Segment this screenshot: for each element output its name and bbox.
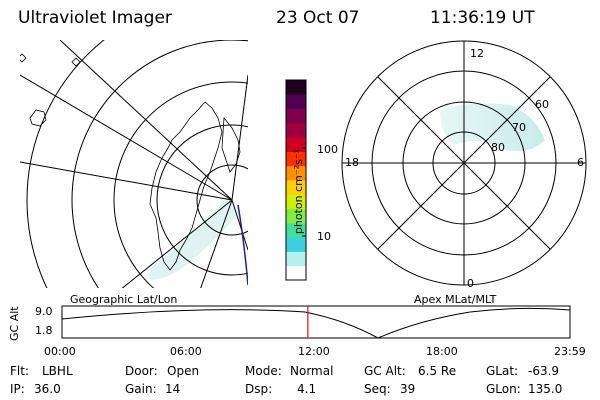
dsp-value: 4.1 [297, 382, 317, 396]
colorbar-band [286, 251, 306, 267]
timeline-tick-4: 23:59 [554, 345, 586, 358]
instrument-title: Ultraviolet Imager [18, 8, 172, 28]
seq-label: Seq: [364, 382, 391, 396]
glat-label: GLat: [486, 364, 519, 378]
colorbar-tick-100: 100 [317, 143, 338, 156]
timeline-tick-0: 00:00 [44, 345, 76, 358]
time-label: 11:36:19 UT [430, 8, 535, 28]
colorbar-tick-10: 10 [317, 230, 331, 243]
colorbar [285, 79, 307, 281]
geographic-map [20, 40, 248, 288]
colorbar-frame [285, 79, 307, 281]
timeline-tick-2: 12:00 [298, 345, 330, 358]
colorbar-band [286, 208, 306, 224]
mode-value: Normal [290, 364, 334, 378]
aurora-glow-apex [440, 103, 545, 152]
mlt-label-6: 6 [577, 156, 584, 169]
colorbar-band [286, 265, 306, 281]
apex-polar-plot [341, 40, 587, 286]
gcalt-label: GC Alt: [364, 364, 406, 378]
colorbar-band [286, 222, 306, 238]
gcalt-value: 6.5 Re [418, 364, 457, 378]
gain-label: Gain: [125, 382, 157, 396]
glon-value: 135.0 [528, 382, 563, 396]
timeline-tick-3: 18:00 [426, 345, 458, 358]
dsp-label: Dsp: [245, 382, 273, 396]
altitude-timeline [61, 305, 571, 339]
colorbar-band [286, 122, 306, 138]
timeline-tick-1: 06:00 [170, 345, 202, 358]
colorbar-unit-label: photon cm⁻²s⁻¹ [292, 148, 306, 235]
mlt-label-12: 12 [470, 47, 484, 60]
colorbar-band [286, 194, 306, 210]
apex-panel-label: Apex MLat/MLT [414, 293, 497, 306]
mlt-label-18: 18 [345, 156, 359, 169]
colorbar-band [286, 165, 306, 181]
mlat-label-70: 70 [512, 121, 526, 134]
colorbar-band [286, 180, 306, 195]
seq-value: 39 [400, 382, 416, 396]
colorbar-band [286, 80, 306, 95]
colorbar-band [286, 151, 306, 167]
aurora-glow-geo [150, 195, 238, 280]
mlat-label-80: 80 [491, 141, 505, 154]
colorbar-band [286, 137, 306, 152]
glat-value: -63.9 [528, 364, 560, 378]
filter-value: LBHL [42, 364, 73, 378]
mode-label: Mode: [245, 364, 282, 378]
gain-value: 14 [165, 382, 181, 396]
colorbar-band [286, 108, 306, 124]
filter-label: Flt: [10, 364, 29, 378]
colorbar-band [286, 237, 306, 252]
door-value: Open [167, 364, 200, 378]
mlat-label-60: 60 [535, 98, 549, 111]
mlt-label-0: 0 [467, 277, 474, 290]
date-label: 23 Oct 07 [276, 8, 360, 28]
door-label: Door: [125, 364, 158, 378]
ip-label: IP: [10, 382, 25, 396]
glon-label: GLon: [486, 382, 521, 396]
colorbar-band [286, 94, 306, 110]
timeline-ymax: 9.0 [35, 305, 53, 318]
geographic-panel-label: Geographic Lat/Lon [70, 293, 178, 306]
timeline-ylabel: GC Alt [8, 306, 21, 341]
timeline-ymin: 1.8 [35, 324, 53, 337]
ip-value: 36.0 [34, 382, 61, 396]
